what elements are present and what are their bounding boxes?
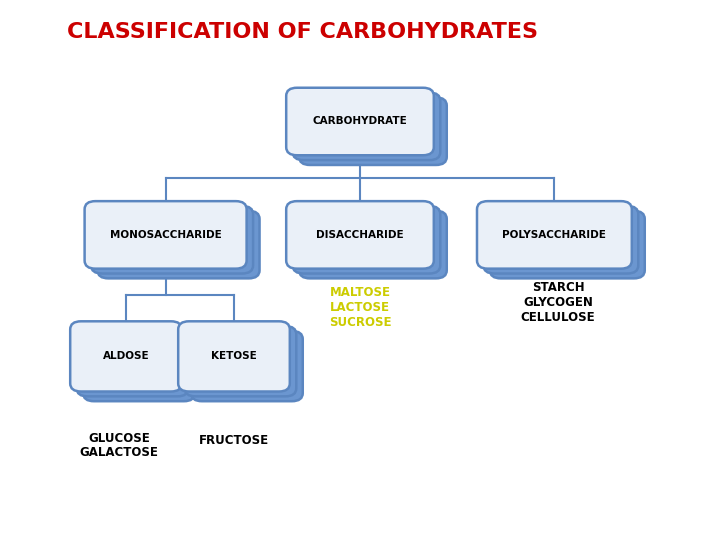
Text: MALTOSE
LACTOSE
SUCROSE: MALTOSE LACTOSE SUCROSE — [329, 286, 391, 329]
FancyBboxPatch shape — [85, 201, 246, 269]
Text: FRUCTOSE: FRUCTOSE — [199, 434, 269, 447]
FancyBboxPatch shape — [300, 211, 446, 279]
FancyBboxPatch shape — [192, 331, 302, 401]
Text: STARCH
GLYCOGEN
CELLULOSE: STARCH GLYCOGEN CELLULOSE — [521, 281, 595, 324]
FancyBboxPatch shape — [300, 97, 446, 165]
FancyBboxPatch shape — [98, 211, 260, 279]
Text: GLUCOSE
GALACTOSE: GLUCOSE GALACTOSE — [79, 431, 158, 460]
FancyBboxPatch shape — [287, 201, 433, 269]
Text: KETOSE: KETOSE — [211, 352, 257, 361]
FancyBboxPatch shape — [484, 206, 638, 274]
FancyBboxPatch shape — [477, 201, 632, 269]
Text: DISACCHARIDE: DISACCHARIDE — [316, 230, 404, 240]
FancyBboxPatch shape — [287, 87, 433, 156]
FancyBboxPatch shape — [292, 93, 440, 160]
Text: ALDOSE: ALDOSE — [103, 352, 149, 361]
Text: POLYSACCHARIDE: POLYSACCHARIDE — [503, 230, 606, 240]
Text: CLASSIFICATION OF CARBOHYDRATES: CLASSIFICATION OF CARBOHYDRATES — [67, 22, 538, 43]
FancyBboxPatch shape — [490, 211, 645, 279]
FancyBboxPatch shape — [91, 206, 253, 274]
Text: CARBOHYDRATE: CARBOHYDRATE — [312, 117, 408, 126]
FancyBboxPatch shape — [83, 331, 194, 401]
FancyBboxPatch shape — [292, 206, 440, 274]
FancyBboxPatch shape — [179, 321, 289, 392]
Text: MONOSACCHARIDE: MONOSACCHARIDE — [109, 230, 222, 240]
FancyBboxPatch shape — [70, 321, 181, 392]
FancyBboxPatch shape — [76, 326, 188, 396]
FancyBboxPatch shape — [184, 326, 297, 396]
